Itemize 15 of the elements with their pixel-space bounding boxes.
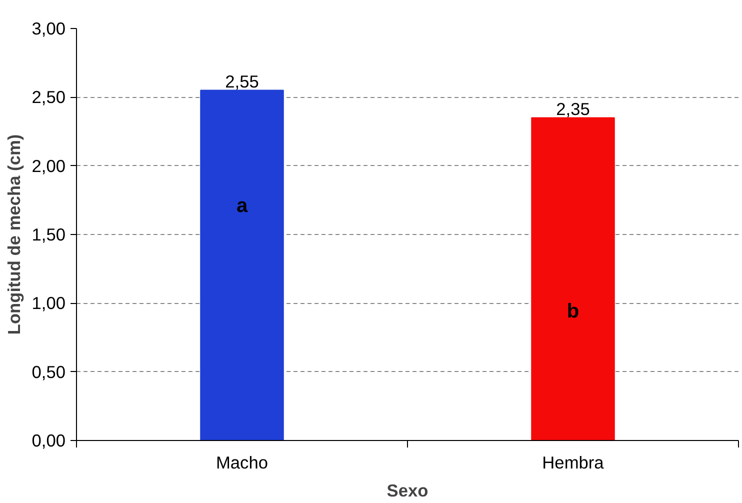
x-tick-label: Hembra xyxy=(542,452,604,472)
y-tick-label: 2,00 xyxy=(32,156,66,176)
y-tick-label: 1,50 xyxy=(32,224,66,244)
annotation: b xyxy=(566,300,580,322)
annotation: a xyxy=(236,194,248,217)
y-tick-label: 0,50 xyxy=(32,362,66,382)
x-tick-label: Macho xyxy=(216,452,268,472)
data-label: 2,35 xyxy=(556,98,590,119)
y-tick-label: 0,00 xyxy=(32,430,66,450)
y-tick-label: 2,50 xyxy=(32,87,66,108)
y-axis-title: Longitud de mecha (cm) xyxy=(4,134,24,335)
y-tick-label: 1,00 xyxy=(32,293,66,314)
data-label: 2,55 xyxy=(225,71,259,92)
y-tick-label: 3,00 xyxy=(32,18,66,38)
x-axis-title: Sexo xyxy=(386,480,428,500)
